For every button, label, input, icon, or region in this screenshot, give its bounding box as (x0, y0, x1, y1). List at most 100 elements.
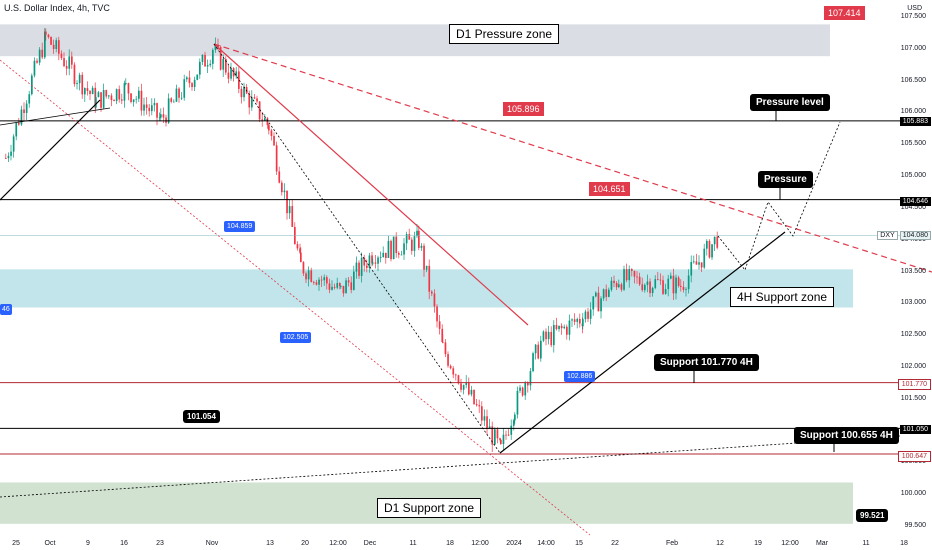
candle-body (340, 285, 342, 287)
candle-body (379, 257, 382, 258)
candle-body (680, 285, 682, 287)
candle-body (31, 75, 33, 95)
candle-body (113, 100, 115, 102)
x-tick-label: 18 (900, 540, 908, 547)
candle-body (339, 283, 341, 286)
candle-body (423, 245, 425, 270)
y-tick-label: 101.500 (900, 394, 926, 402)
candle-body (500, 439, 502, 444)
red-dashed-trend (213, 43, 932, 273)
pressure-level-callout[interactable]: Pressure level (750, 94, 830, 111)
candle-body (438, 321, 441, 329)
candle-body (698, 262, 700, 265)
candle-body (690, 261, 693, 276)
support-100655-callout[interactable]: Support 100.655 4H (794, 427, 899, 444)
candle-body (162, 114, 165, 118)
candle-body (281, 182, 283, 193)
candle-body (15, 123, 18, 137)
candle-body (123, 83, 126, 101)
candle-body (273, 135, 275, 146)
candle-body (355, 262, 358, 272)
candle-body (12, 136, 15, 152)
candle-body (507, 434, 510, 436)
x-tick-label: 13 (266, 540, 274, 547)
d1-support-zone-label[interactable]: D1 Support zone (377, 498, 482, 518)
tag-105896[interactable]: 105.896 (503, 102, 544, 116)
candle-body (315, 282, 318, 285)
x-tick-label: 14:00 (537, 540, 555, 547)
candle-body (286, 190, 288, 214)
candle-body (333, 286, 336, 288)
axis-tag-101050: 101.050 (899, 425, 931, 434)
candle-body (240, 88, 243, 98)
tag-104651[interactable]: 104.651 (589, 182, 630, 196)
axis-tag-101770: 101.770 (897, 379, 931, 390)
candle-body (420, 245, 423, 248)
y-tick-label: 99.500 (904, 522, 926, 529)
candle-body (65, 66, 68, 69)
candle-body (175, 88, 178, 102)
x-tick-label: 23 (156, 540, 164, 547)
candle-body (350, 282, 353, 290)
d1-pressure-zone-label[interactable]: D1 Pressure zone (449, 24, 560, 44)
candle-body (225, 59, 227, 73)
candle-body (91, 87, 94, 95)
candle-body (667, 278, 670, 290)
current-price-tag: DXY 104.080 (877, 231, 931, 240)
candle-body (483, 416, 486, 421)
tag-101054[interactable]: 101.054 (183, 410, 220, 423)
candle-body (41, 49, 44, 58)
candle-body (372, 262, 374, 264)
candle-body (576, 318, 579, 322)
candle-body (687, 275, 690, 290)
h4-support-zone-label[interactable]: 4H Support zone (730, 287, 835, 307)
support-101770-callout[interactable]: Support 101.770 4H (654, 354, 759, 371)
candle-body (425, 265, 428, 270)
x-tick-label: 16 (120, 540, 128, 547)
axis-tag-100647: 100.647 (897, 451, 931, 462)
candle-body (73, 64, 76, 85)
x-tick-label: 12:00 (329, 540, 347, 547)
candle-body (310, 270, 313, 282)
h4-support-zone (0, 269, 853, 308)
candle-body (465, 382, 468, 386)
candle-body (283, 190, 286, 193)
axis-tag-105883: 105.883 (899, 117, 931, 126)
candle-body (230, 68, 232, 79)
candle-body (644, 284, 646, 291)
candle-body (76, 83, 78, 85)
candle-body (462, 385, 465, 390)
candle-body (18, 123, 20, 125)
y-tick-label: 106.500 (900, 76, 926, 84)
candle-body (700, 262, 703, 268)
candle-body (38, 49, 41, 63)
candle-body (300, 252, 302, 263)
candle-body (636, 276, 638, 278)
candle-body (654, 279, 657, 288)
candle-body (100, 92, 102, 108)
candle-body (514, 414, 516, 421)
left-uptrend-line (0, 99, 101, 201)
tag-107414[interactable]: 107.414 (824, 6, 865, 20)
candle-body (291, 206, 294, 227)
candle-body (363, 257, 366, 266)
candle-body (641, 284, 644, 291)
x-tick-label: 25 (12, 540, 20, 547)
candle-body (102, 90, 105, 108)
pressure-callout[interactable]: Pressure (758, 171, 813, 188)
tag-99521[interactable]: 99.521 (856, 509, 889, 522)
x-tick-label: Feb (665, 540, 679, 547)
candle-body (442, 341, 444, 343)
candle-body (71, 56, 73, 65)
candle-body (436, 306, 438, 322)
candle-body (160, 114, 162, 118)
candle-body (708, 240, 711, 258)
candle-body (347, 280, 350, 283)
candles (5, 27, 719, 453)
uptrend-support-line (499, 231, 786, 454)
candle-body (677, 277, 680, 286)
candle-body (494, 429, 496, 445)
candle-body (188, 77, 191, 84)
candle-body (110, 95, 113, 101)
candle-body (227, 72, 230, 79)
